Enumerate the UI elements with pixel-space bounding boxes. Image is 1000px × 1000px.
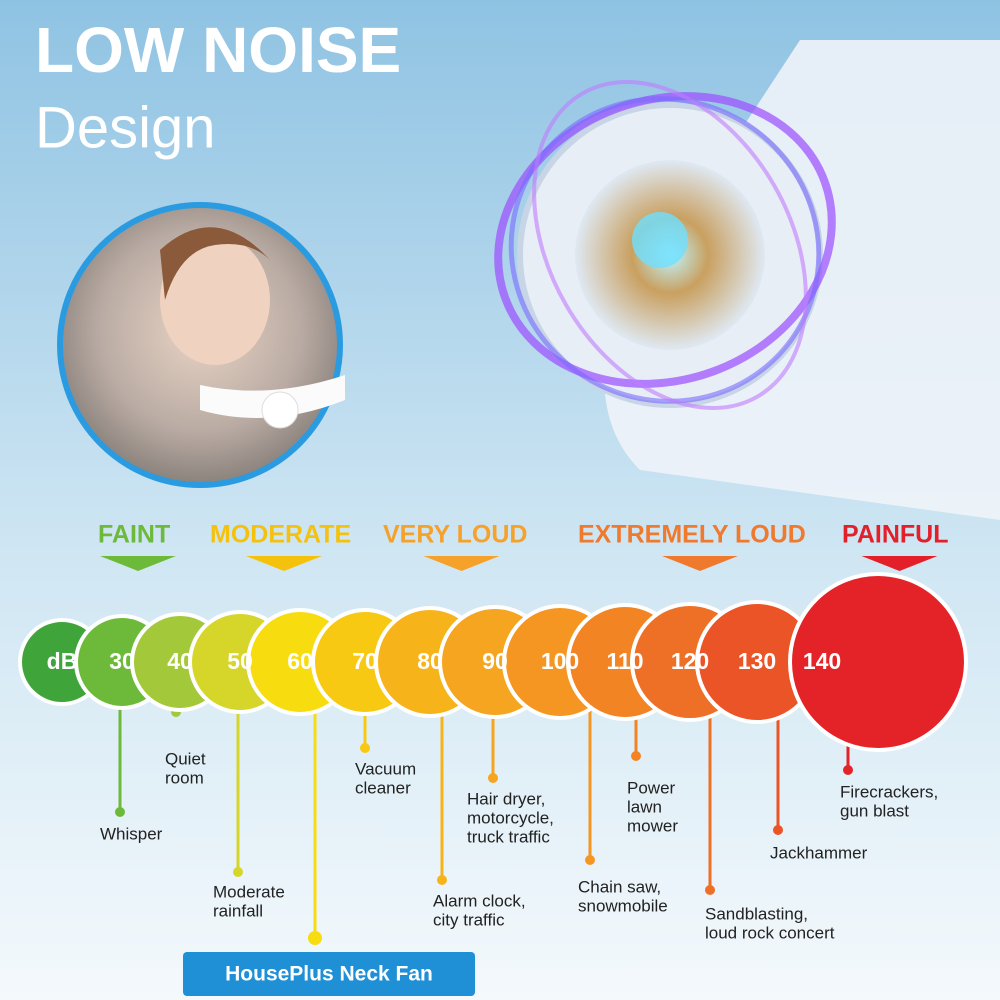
title: LOW NOISE xyxy=(35,14,401,86)
pin-dot xyxy=(585,855,595,865)
source-label: gun blast xyxy=(840,801,909,820)
source-label: cleaner xyxy=(355,778,411,797)
source-label: lawn xyxy=(627,797,662,816)
subtitle: Design xyxy=(35,95,216,160)
highlight-label: HousePlus Neck Fan xyxy=(225,963,433,986)
source-label: Moderate xyxy=(213,882,285,901)
pin-dot xyxy=(631,751,641,761)
level-label: MODERATE xyxy=(210,521,351,549)
scale-label: 40 xyxy=(167,648,193,674)
source-label: truck traffic xyxy=(467,827,550,846)
source-label: snowmobile xyxy=(578,896,668,915)
pin-dot xyxy=(437,875,447,885)
source-label: Chain saw, xyxy=(578,877,661,896)
pin-dot xyxy=(773,825,783,835)
scale-label: 60 xyxy=(287,648,313,674)
scale-label: 120 xyxy=(671,648,709,674)
level-arrow xyxy=(100,556,176,571)
pin-dot xyxy=(115,807,125,817)
source-label: mower xyxy=(627,816,678,835)
scale-label: 80 xyxy=(417,648,443,674)
level-label: EXTREMELY LOUD xyxy=(578,521,806,549)
scale-label: 70 xyxy=(352,648,378,674)
source-label: motorcycle, xyxy=(467,808,554,827)
pin-dot xyxy=(360,743,370,753)
pin-dot xyxy=(705,885,715,895)
source-label: Alarm clock, xyxy=(433,891,526,910)
scale-label: 140 xyxy=(803,648,841,674)
source-label: Jackhammer xyxy=(770,843,868,862)
scale-label: 30 xyxy=(109,648,135,674)
level-label: FAINT xyxy=(98,521,170,549)
source-label: Power xyxy=(627,778,676,797)
photo xyxy=(57,202,345,488)
highlight-box xyxy=(183,952,475,996)
level-label: PAINFUL xyxy=(842,521,948,549)
source-label: Sandblasting, xyxy=(705,904,808,923)
source-label: Firecrackers, xyxy=(840,782,938,801)
scale-label: 100 xyxy=(541,648,579,674)
scale-label: 110 xyxy=(606,648,643,674)
source-label: Quiet xyxy=(165,749,206,768)
scale-label: 130 xyxy=(738,648,776,674)
level-arrow xyxy=(861,556,938,571)
level-arrow xyxy=(423,556,500,571)
scale-label: 90 xyxy=(482,648,508,674)
level-label: VERY LOUD xyxy=(383,521,527,549)
scale-label: 50 xyxy=(227,648,253,674)
scale-circle xyxy=(788,572,968,752)
pin-dot xyxy=(488,773,498,783)
source-label: rainfall xyxy=(213,901,263,920)
source-label: room xyxy=(165,768,204,787)
source-label: Whisper xyxy=(100,824,163,843)
fan-illustration xyxy=(494,40,1000,520)
scale-label: dB xyxy=(47,648,78,674)
pin-dot xyxy=(308,931,322,945)
pin-dot xyxy=(233,867,243,877)
source-label: Hair dryer, xyxy=(467,789,545,808)
source-label: loud rock concert xyxy=(705,923,835,942)
level-arrow xyxy=(662,556,738,571)
level-arrow xyxy=(246,556,322,571)
source-label: city traffic xyxy=(433,910,505,929)
pin-dot xyxy=(843,765,853,775)
source-label: Vacuum xyxy=(355,759,416,778)
